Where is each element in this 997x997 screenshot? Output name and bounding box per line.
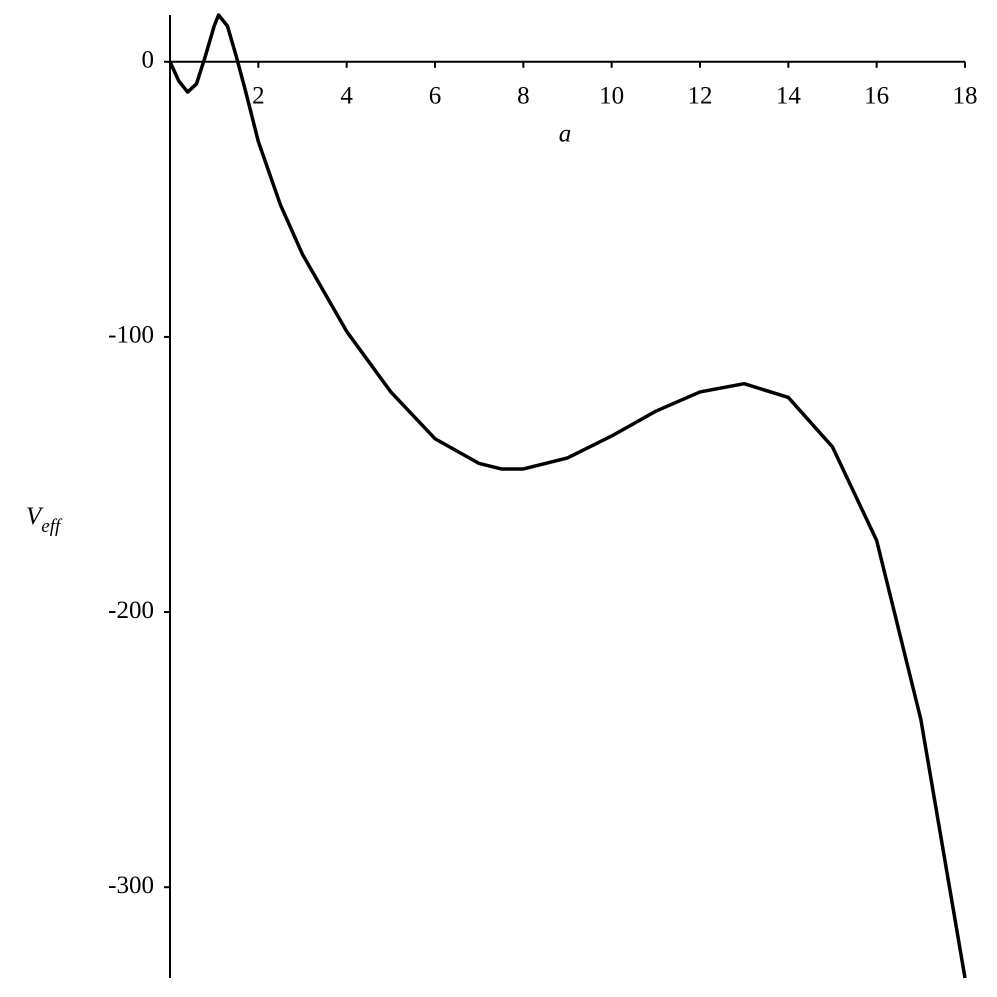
x-tick-label: 14 xyxy=(776,83,802,110)
y-tick-label: -100 xyxy=(108,322,154,349)
x-tick-label: 12 xyxy=(688,83,713,110)
x-tick-label: 8 xyxy=(517,83,530,110)
y-axis-label-main: V xyxy=(26,503,44,530)
y-axis-label: Veff xyxy=(26,503,63,538)
y-tick-label: -300 xyxy=(108,872,154,899)
y-axis-label-subscript: eff xyxy=(41,516,63,537)
x-axis-label: a xyxy=(559,121,572,148)
y-tick-label: -200 xyxy=(108,597,154,624)
x-tick-label: 4 xyxy=(340,83,353,110)
x-tick-label: 16 xyxy=(864,83,889,110)
y-tick-label: 0 xyxy=(142,47,155,74)
curve xyxy=(168,13,967,979)
x-tick-label: 18 xyxy=(953,83,978,110)
x-tick-label: 10 xyxy=(599,83,624,110)
x-tick-label: 6 xyxy=(429,83,442,110)
x-tick-label: 2 xyxy=(252,83,265,110)
